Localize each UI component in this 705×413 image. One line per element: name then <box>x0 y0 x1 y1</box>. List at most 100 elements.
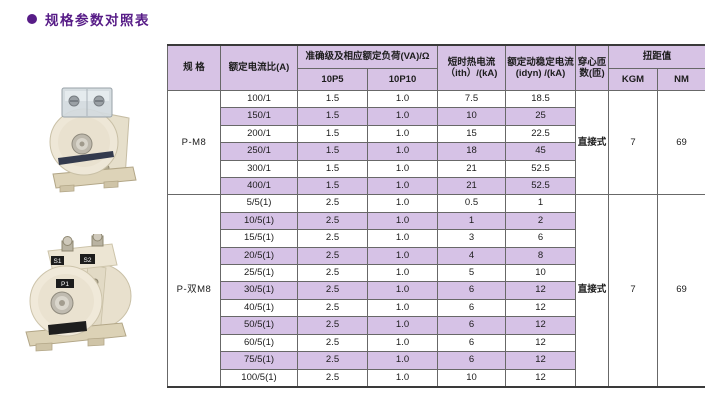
data-cell: 2.5 <box>297 333 368 353</box>
data-cell: 1.5 <box>297 124 368 144</box>
data-cell: 250/1 <box>220 142 298 161</box>
table-row: 100/5(1) 2.5 1.0 10 12 <box>168 368 705 388</box>
table-body: P-M8 100/1 1.5 1.0 7.5 18.5 直接式 7 69 150/1 1.5 1.0 1… <box>167 89 705 388</box>
data-cell: 1.5 <box>297 159 368 179</box>
col-header-nm: NM <box>657 68 705 91</box>
page-title: 规格参数对照表 <box>45 13 150 28</box>
model-cell: P-M8 <box>167 89 221 196</box>
data-cell: 2.5 <box>297 229 368 248</box>
data-cell: 10/5(1) <box>220 211 298 231</box>
data-cell: 1.0 <box>366 89 439 109</box>
data-cell: 1.0 <box>366 281 439 300</box>
data-cell: 6 <box>437 316 507 335</box>
table-row: 75/5(1) 2.5 1.0 6 12 <box>168 351 705 370</box>
data-cell: 1.0 <box>366 177 439 196</box>
data-cell: 1.0 <box>366 368 439 388</box>
table-row: 50/5(1) 2.5 1.0 6 12 <box>168 316 705 335</box>
data-cell: 400/1 <box>220 177 298 196</box>
terminal-label-s2: S2 <box>84 257 92 264</box>
data-cell: 1.5 <box>297 142 368 161</box>
data-cell: 30/5(1) <box>220 281 298 300</box>
data-cell: 15 <box>437 124 507 144</box>
data-cell: 5/5(1) <box>220 194 298 213</box>
data-cell: 1.0 <box>366 194 439 213</box>
data-cell: 18 <box>437 142 507 161</box>
data-cell: 7.5 <box>437 89 507 109</box>
data-cell: 12 <box>505 351 577 370</box>
data-cell: 22.5 <box>505 124 577 144</box>
table-row: P-M8 100/1 1.5 1.0 7.5 18.5 直接式 7 69 <box>167 89 705 196</box>
terminal-label-s1: S1 <box>54 258 62 265</box>
table-row: 20/5(1) 2.5 1.0 4 8 <box>168 246 705 266</box>
data-cell: 2.5 <box>297 368 368 388</box>
kgm-cell: 7 <box>608 89 659 196</box>
data-cell: 1.0 <box>366 107 439 126</box>
data-cell: 60/5(1) <box>220 333 298 353</box>
data-cell: 52.5 <box>505 159 577 179</box>
col-header-turns: 穿心匝数(匝) <box>575 44 610 91</box>
data-cell: 1.0 <box>366 142 439 161</box>
data-cell: 12 <box>505 281 577 300</box>
data-cell: 2.5 <box>297 211 368 231</box>
data-cell: 1 <box>437 211 507 231</box>
transformer-p-m8-image <box>49 87 137 193</box>
col-header-10p10: 10P10 <box>366 68 439 91</box>
data-cell: 21 <box>437 159 507 179</box>
data-cell: 18.5 <box>505 89 577 109</box>
col-header-ratio: 额定电流比(A) <box>220 44 298 91</box>
data-cell: 1.0 <box>366 264 439 283</box>
data-cell: 6 <box>437 298 507 318</box>
col-header-torque-group: 扭距值 <box>608 44 705 69</box>
data-cell: 2.5 <box>297 298 368 318</box>
table-row: 300/1 1.5 1.0 21 52.5 <box>168 159 705 179</box>
table-row: 200/1 1.5 1.0 15 22.5 <box>168 124 705 144</box>
spec-table: 规 格 额定电流比(A) 准确级及相应额定负荷(VA)/Ω 短时热电流（ith）… <box>167 44 705 388</box>
data-cell: 1.0 <box>366 316 439 335</box>
data-cell: 21 <box>437 177 507 196</box>
data-cell: 25/5(1) <box>220 264 298 283</box>
data-cell: 2.5 <box>297 194 368 213</box>
table-row: 15/5(1) 2.5 1.0 3 6 <box>168 229 705 248</box>
table-row: 30/5(1) 2.5 1.0 6 12 <box>168 281 705 300</box>
product-photo-p-m8 <box>36 84 140 201</box>
data-cell: 10 <box>437 368 507 388</box>
table-row: 250/1 1.5 1.0 18 45 <box>168 142 705 161</box>
model-cell: P-双M8 <box>167 194 221 388</box>
data-cell: 2 <box>505 211 577 231</box>
data-cell: 10 <box>505 264 577 283</box>
nm-cell: 69 <box>657 89 705 196</box>
data-cell: 75/5(1) <box>220 351 298 370</box>
data-cell: 12 <box>505 368 577 388</box>
data-cell: 1.5 <box>297 177 368 196</box>
table-row: 40/5(1) 2.5 1.0 6 12 <box>168 298 705 318</box>
col-header-thermal-current: 短时热电流（ith）/(kA) <box>437 44 507 91</box>
table-row: 400/1 1.5 1.0 21 52.5 <box>168 177 705 196</box>
data-cell: 1 <box>505 194 577 213</box>
data-cell: 1.5 <box>297 107 368 126</box>
kgm-cell: 7 <box>608 194 659 388</box>
data-cell: 2.5 <box>297 351 368 370</box>
turns-cell: 直接式 <box>575 194 610 388</box>
data-cell: 200/1 <box>220 124 298 144</box>
col-header-spec: 规 格 <box>167 44 221 91</box>
table-row: 10/5(1) 2.5 1.0 1 2 <box>168 211 705 231</box>
data-cell: 1.5 <box>297 89 368 109</box>
table-row: 25/5(1) 2.5 1.0 5 10 <box>168 264 705 283</box>
data-cell: 1.0 <box>366 351 439 370</box>
table-row: P-双M8 5/5(1) 2.5 1.0 0.5 1 直接式 7 69 <box>167 194 705 388</box>
front-label-p1: P1 <box>61 281 69 288</box>
data-cell: 150/1 <box>220 107 298 126</box>
table-row: 150/1 1.5 1.0 10 25 <box>168 107 705 126</box>
data-cell: 50/5(1) <box>220 316 298 335</box>
turns-cell: 直接式 <box>575 89 610 196</box>
data-cell: 1.0 <box>366 211 439 231</box>
data-cell: 6 <box>437 351 507 370</box>
col-header-dynamic-current: 额定动稳定电流 (idyn) /(kA) <box>505 44 577 91</box>
page-title-row: 规格参数对照表 <box>27 9 150 29</box>
data-cell: 10 <box>437 107 507 126</box>
data-cell: 25 <box>505 107 577 126</box>
data-cell: 6 <box>505 229 577 248</box>
data-cell: 6 <box>437 281 507 300</box>
data-cell: 4 <box>437 246 507 266</box>
data-cell: 12 <box>505 298 577 318</box>
